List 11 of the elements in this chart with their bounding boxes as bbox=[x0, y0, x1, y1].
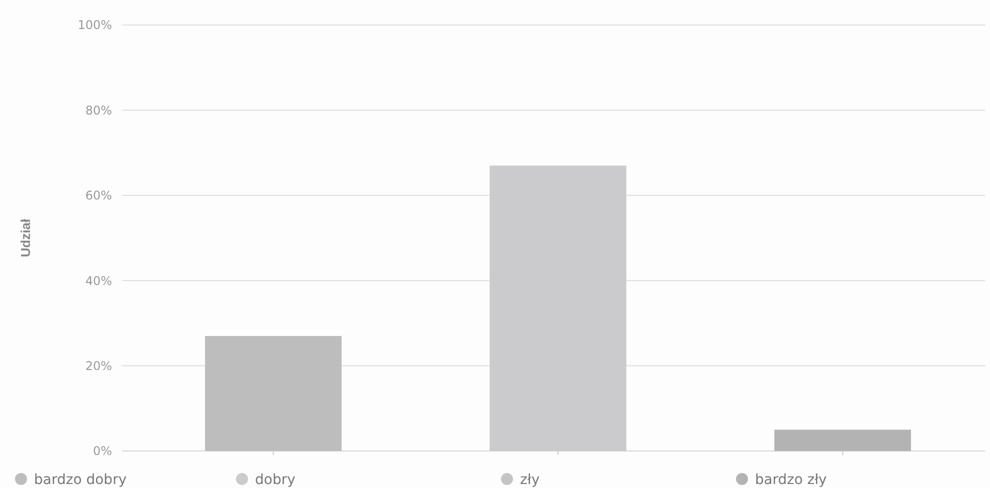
y-tick-label: 40% bbox=[85, 274, 112, 288]
y-tick-label: 20% bbox=[85, 359, 112, 373]
legend-label: bardzo dobry bbox=[34, 472, 127, 488]
y-tick-label: 100% bbox=[78, 18, 112, 32]
y-tick-label: 60% bbox=[85, 188, 112, 203]
legend-label: zły bbox=[520, 472, 540, 488]
y-tick-label: 80% bbox=[85, 103, 112, 118]
legend-label: bardzo zły bbox=[755, 472, 827, 488]
legend-label: dobry bbox=[255, 472, 296, 488]
y-axis-title: Udział bbox=[18, 218, 33, 258]
y-tick-label: 0% bbox=[92, 444, 112, 458]
